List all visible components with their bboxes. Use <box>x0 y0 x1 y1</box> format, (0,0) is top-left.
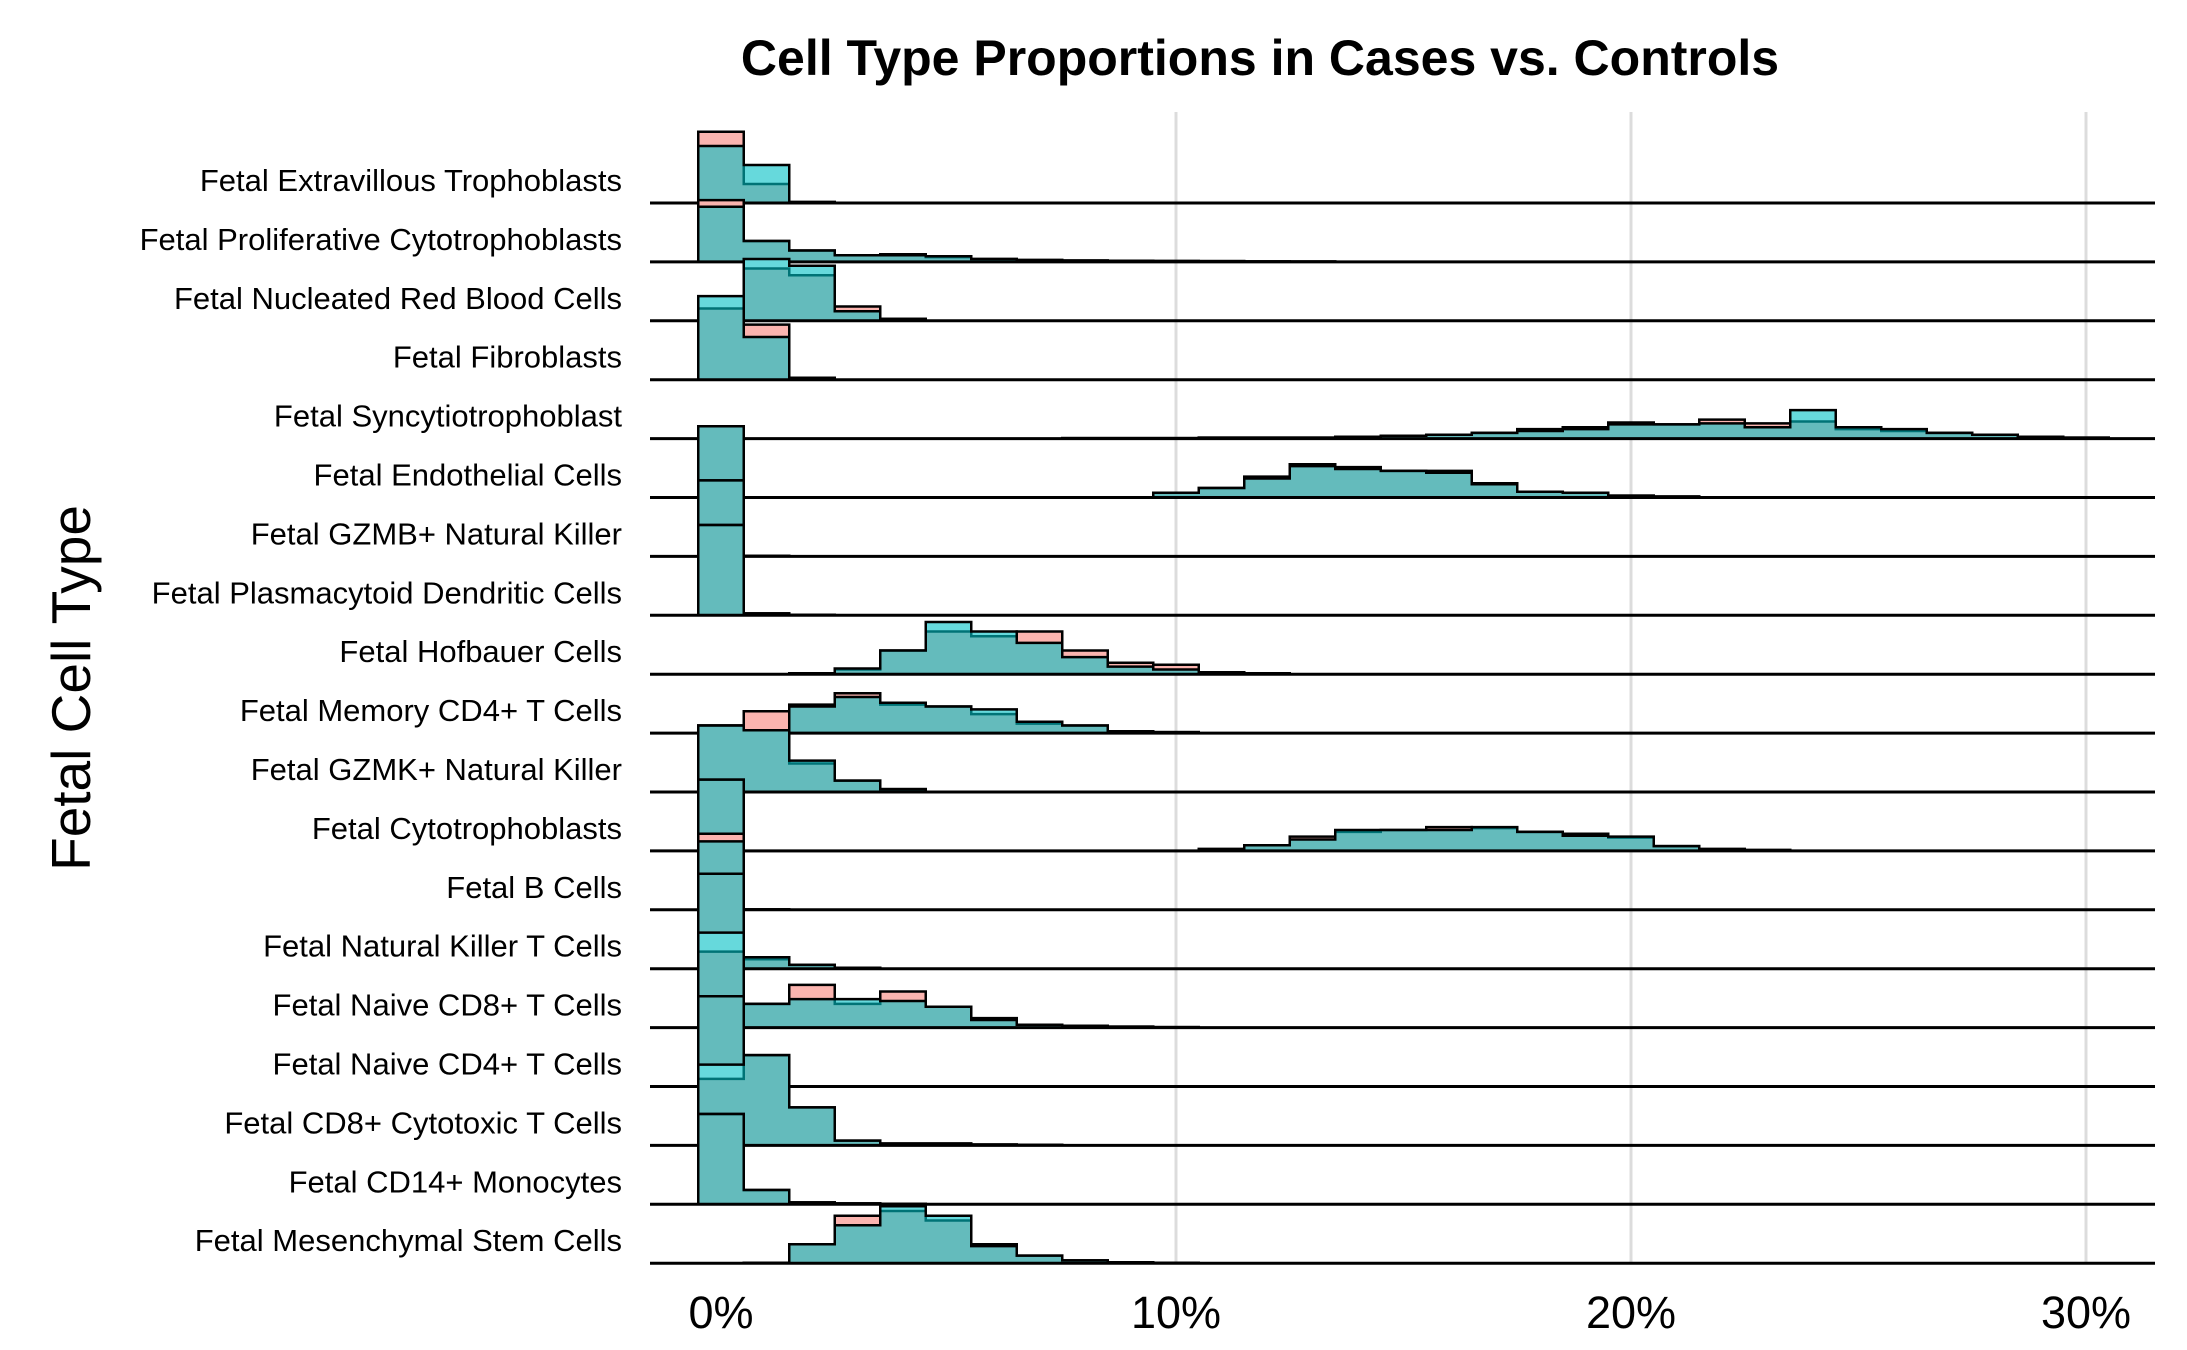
ridge-row <box>650 710 2155 794</box>
y-tick-label: Fetal Cytotrophoblasts <box>312 811 622 846</box>
ridge-row <box>650 1204 2155 1265</box>
control-histogram <box>697 931 1200 1029</box>
ridge-row <box>650 872 2155 971</box>
control-histogram <box>742 1204 1200 1264</box>
y-tick-labels: Fetal Extravillous Trophoblasts Fetal Pro… <box>140 163 623 1258</box>
y-tick-label: Fetal GZMK+ Natural Killer <box>251 752 622 787</box>
ridge-row <box>650 1112 2155 1206</box>
ridge-row <box>650 691 2155 735</box>
y-tick-label: Fetal Endothelial Cells <box>314 458 622 493</box>
control-histogram <box>788 620 1291 675</box>
ridge-row <box>650 931 2155 1030</box>
control-histogram <box>1061 408 2110 440</box>
y-tick-label: Fetal Plasmacytoid Dendritic Cells <box>152 575 622 610</box>
ridge-row <box>650 523 2155 617</box>
y-tick-label: Fetal Fibroblasts <box>393 340 622 375</box>
ridge-row <box>650 778 2155 853</box>
ridgeline-rows <box>650 130 2155 1265</box>
ridge-row <box>650 1053 2155 1147</box>
ridge-row <box>650 130 2155 205</box>
control-histogram <box>697 1053 1064 1147</box>
x-tick-labels: 0% 10% 20% 30% <box>688 1287 2131 1338</box>
control-histogram <box>697 294 836 380</box>
x-tick-label: 0% <box>688 1287 753 1338</box>
chart-title: Cell Type Proportions in Cases vs. Contr… <box>741 30 1779 86</box>
ridge-row <box>650 425 2155 499</box>
y-tick-label: Fetal Naive CD4+ T Cells <box>273 1047 622 1082</box>
control-histogram <box>697 144 836 204</box>
y-tick-label: Fetal Natural Killer T Cells <box>263 929 622 964</box>
y-tick-label: Fetal CD14+ Monocytes <box>289 1164 622 1199</box>
x-tick-label: 20% <box>1586 1287 1676 1338</box>
y-tick-label: Fetal GZMB+ Natural Killer <box>251 516 622 551</box>
y-tick-label: Fetal Extravillous Trophoblasts <box>200 163 622 198</box>
y-tick-label: Fetal Naive CD8+ T Cells <box>273 988 622 1023</box>
ridge-row <box>650 620 2155 676</box>
control-histogram <box>697 724 927 792</box>
x-tick-label: 30% <box>2041 1287 2131 1338</box>
ridge-row <box>650 294 2155 382</box>
y-tick-label: Fetal Mesenchymal Stem Cells <box>195 1223 622 1258</box>
y-tick-label: Fetal B Cells <box>446 870 622 905</box>
x-tick-label: 10% <box>1131 1287 1221 1338</box>
y-tick-label: Fetal Hofbauer Cells <box>339 634 622 669</box>
gridlines <box>1174 112 2088 1262</box>
control-histogram <box>697 523 836 617</box>
control-histogram <box>697 205 1337 263</box>
y-tick-label: Fetal CD8+ Cytotoxic T Cells <box>224 1105 622 1140</box>
y-tick-label: Fetal Proliferative Cytotrophoblasts <box>140 222 622 257</box>
ridge-row <box>650 257 2155 323</box>
y-tick-label: Fetal Nucleated Red Blood Cells <box>174 281 622 316</box>
ridge-row <box>650 198 2155 264</box>
y-axis-title: Fetal Cell Type <box>40 505 102 871</box>
ridge-row <box>650 408 2155 441</box>
y-tick-label: Fetal Syncytiotrophoblast <box>274 399 622 434</box>
y-tick-label: Fetal Memory CD4+ T Cells <box>240 693 622 728</box>
